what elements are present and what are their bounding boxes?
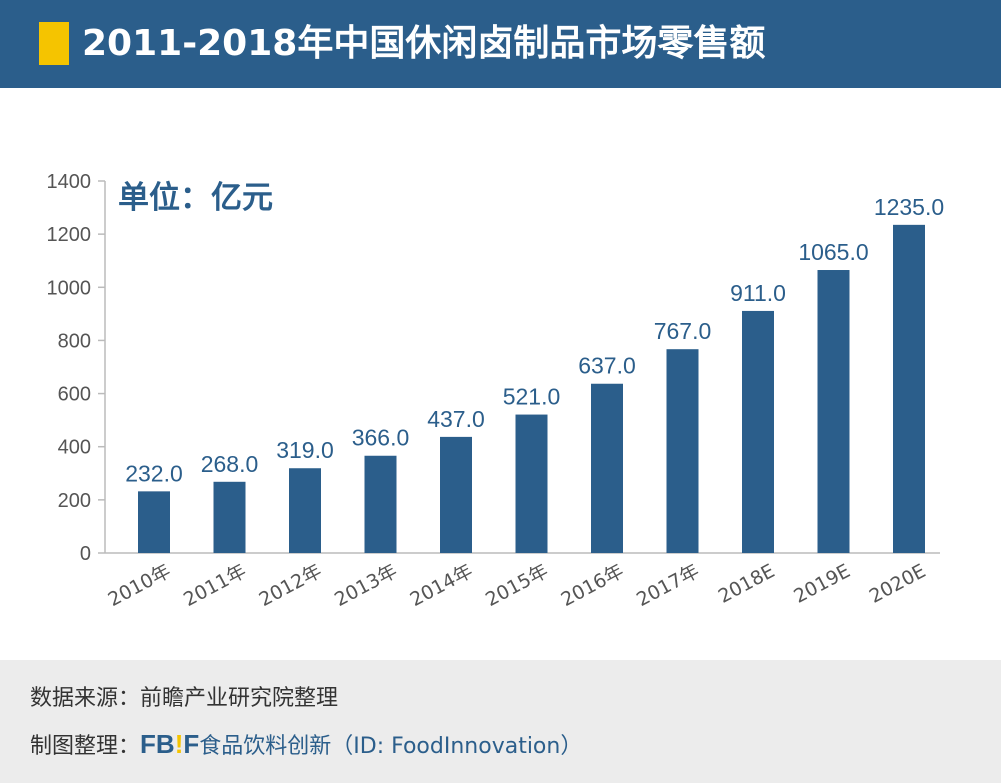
made-label: 制图整理： (30, 734, 141, 759)
data-label: 637.0 (578, 353, 636, 379)
x-tick-label: 2013年 (331, 560, 401, 611)
bar (289, 468, 321, 553)
y-tick-label: 200 (58, 490, 91, 512)
credit-line: 制图整理：FB!F食品饮料创新（ID: FoodInnovation） (30, 728, 582, 760)
bar (515, 414, 548, 553)
y-tick-label: 800 (58, 330, 91, 352)
data-label: 366.0 (352, 425, 410, 451)
bar (440, 436, 472, 553)
data-label: 1065.0 (798, 239, 868, 265)
source-line: 数据来源：前瞻产业研究院整理 (30, 680, 338, 712)
x-tick-label: 2018E (715, 560, 779, 608)
bar (742, 310, 774, 553)
data-label: 437.0 (427, 406, 485, 432)
x-tick-label: 2017年 (633, 560, 703, 611)
data-label: 911.0 (730, 280, 786, 306)
bar (364, 455, 397, 553)
x-tick-label: 2010年 (105, 560, 175, 611)
y-tick-label: 0 (80, 543, 91, 565)
fbif-logo: FB!F (140, 729, 200, 759)
x-tick-label: 2014年 (407, 560, 477, 611)
x-tick-label: 2011年 (180, 560, 250, 611)
y-tick-label: 1400 (47, 171, 92, 193)
y-tick-label: 600 (58, 384, 91, 406)
data-label: 268.0 (201, 451, 259, 477)
source-text: 前瞻产业研究院整理 (140, 686, 339, 711)
x-tick-label: 2015年 (482, 560, 552, 611)
bar (213, 481, 246, 553)
bar (591, 383, 623, 553)
data-label: 521.0 (503, 384, 561, 410)
data-label: 319.0 (276, 437, 334, 463)
x-tick-label: 2016年 (558, 560, 628, 611)
account-id: （ID: FoodInnovation） (331, 734, 583, 759)
header-bar: 2011-2018年中国休闲卤制品市场零售额 (0, 0, 1001, 88)
source-label: 数据来源： (30, 686, 141, 711)
data-label: 232.0 (125, 460, 183, 486)
x-tick-label: 2020E (866, 560, 930, 608)
brand-name: 食品饮料创新 (199, 734, 332, 759)
bar (817, 270, 850, 553)
title-marker (39, 22, 69, 65)
unit-label: 单位：亿元 (118, 180, 273, 216)
y-tick-label: 400 (58, 437, 91, 459)
bar (138, 491, 170, 553)
x-tick-label: 2019E (790, 560, 854, 608)
data-label: 1235.0 (874, 194, 944, 220)
data-label: 767.0 (654, 318, 712, 344)
y-tick-label: 1000 (47, 277, 92, 299)
y-tick-label: 1200 (47, 224, 92, 246)
bar (666, 349, 699, 553)
page-title: 2011-2018年中国休闲卤制品市场零售额 (82, 23, 766, 64)
footer: 数据来源：前瞻产业研究院整理 制图整理：FB!F食品饮料创新（ID: FoodI… (0, 660, 1001, 783)
x-tick-label: 2012年 (256, 560, 326, 611)
bar (893, 224, 925, 554)
bar-chart: 0 200 400 600 800 1000 1200 1400 232.0 2010年 268.0… (47, 171, 945, 611)
